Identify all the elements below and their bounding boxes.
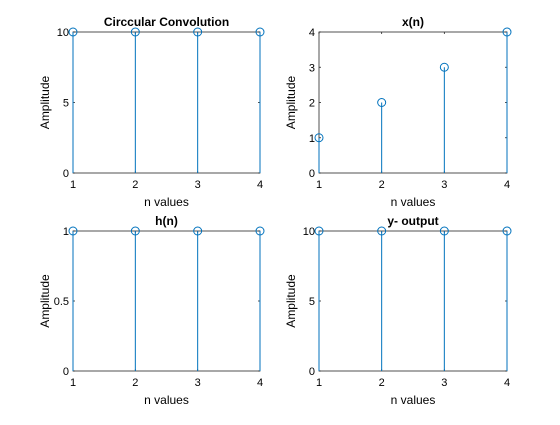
axes-box <box>318 230 508 372</box>
subplot-3: 1 2 3 4 0 0.5 1 h(n) n values Amplitude <box>38 214 265 407</box>
x-tick-label: 2 <box>132 377 138 389</box>
x-tick-label: 4 <box>257 377 263 389</box>
x-tick-label: 4 <box>257 179 263 191</box>
stem-marker <box>502 27 512 37</box>
y-tick-label: 2 <box>309 98 315 110</box>
y-tick-label: 1 <box>63 226 69 238</box>
subplot-title: Circcular Convolution <box>104 15 229 29</box>
x-tick-label: 2 <box>132 179 138 191</box>
x-axis-label: n values <box>391 195 436 209</box>
stem-marker <box>193 226 203 236</box>
stem-marker <box>68 27 78 37</box>
stem-marker <box>193 27 203 37</box>
stem-marker <box>255 27 265 37</box>
stem-marker <box>502 226 512 236</box>
x-tick-label: 4 <box>504 377 510 389</box>
y-axis-label: Amplitude <box>284 76 298 130</box>
y-tick-label: 3 <box>309 62 315 74</box>
y-axis-label: Amplitude <box>38 274 52 328</box>
stem-marker <box>68 226 78 236</box>
y-tick-label: 0.5 <box>54 296 69 308</box>
subplot-1: 1 2 3 4 0 5 10 Circcular Convolution n values Amp… <box>38 15 265 209</box>
x-tick-label: 1 <box>70 377 76 389</box>
subplot-title: x(n) <box>402 15 424 29</box>
stem-marker <box>130 226 140 236</box>
x-axis-label: n values <box>144 393 189 407</box>
x-tick-label: 3 <box>441 377 447 389</box>
subplot-4: 1 2 3 4 0 5 10 y- output n values Amplitude <box>284 214 512 407</box>
y-tick-label: 0 <box>63 366 69 378</box>
x-tick-label: 1 <box>70 179 76 191</box>
axes-box <box>318 31 508 174</box>
y-tick-label: 4 <box>309 27 315 39</box>
x-tick-label: 3 <box>195 377 201 389</box>
y-tick-label: 0 <box>309 366 315 378</box>
y-axis-label: Amplitude <box>284 274 298 328</box>
y-tick-label: 10 <box>57 27 69 39</box>
y-tick-label: 10 <box>303 226 315 238</box>
y-tick-label: 0 <box>63 168 69 180</box>
y-tick-label: 1 <box>309 133 315 145</box>
y-tick-label: 0 <box>309 168 315 180</box>
stem-marker <box>377 226 387 236</box>
subplot-title: h(n) <box>155 214 178 228</box>
x-axis-label: n values <box>391 393 436 407</box>
y-tick-label: 5 <box>309 296 315 308</box>
stem-marker <box>377 98 387 107</box>
x-tick-label: 4 <box>504 179 510 191</box>
x-tick-label: 3 <box>441 179 447 191</box>
stem-marker <box>439 62 449 72</box>
subplot-title: y- output <box>387 214 438 228</box>
y-axis-label: Amplitude <box>38 76 52 130</box>
y-tick-label: 5 <box>63 98 69 110</box>
x-tick-label: 1 <box>316 179 322 191</box>
stem-marker <box>314 133 324 143</box>
x-tick-label: 3 <box>195 179 201 191</box>
stem-marker <box>255 226 265 236</box>
stem-marker <box>439 226 449 236</box>
x-axis-label: n values <box>144 195 189 209</box>
x-tick-label: 2 <box>379 377 385 389</box>
x-tick-label: 1 <box>316 377 322 389</box>
stem-marker <box>314 226 324 236</box>
stem-marker <box>130 27 140 37</box>
x-tick-label: 2 <box>379 179 385 191</box>
axes-box <box>72 31 261 174</box>
axes-box <box>72 230 261 372</box>
